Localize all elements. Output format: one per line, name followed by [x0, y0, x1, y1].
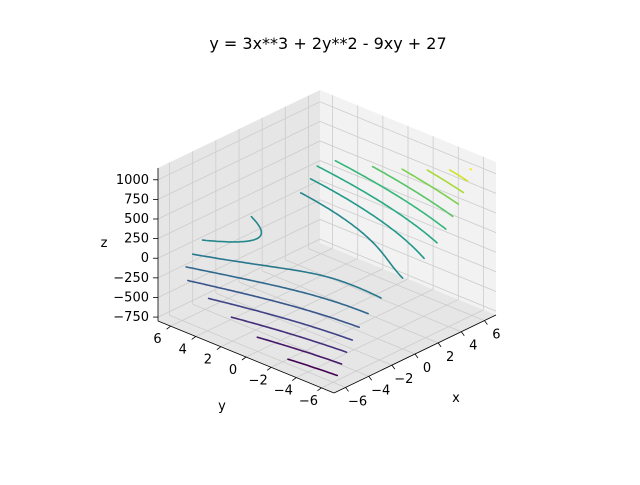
- z-tick-label: 1000: [116, 173, 149, 188]
- contour-level-line: [287, 358, 339, 377]
- contour-level-line: [371, 165, 454, 218]
- y-tick-mark: [241, 356, 247, 361]
- z-tick-label: −250: [113, 271, 149, 286]
- y-tick-mark: [166, 325, 171, 330]
- y-tick-label: 2: [204, 353, 212, 368]
- contour-level-line: [448, 169, 469, 182]
- x-tick-label: 4: [469, 339, 477, 354]
- x-tick-mark: [391, 364, 396, 370]
- y-tick-mark: [216, 346, 222, 351]
- contour-level-line: [469, 168, 473, 171]
- x-tick-mark: [414, 353, 419, 359]
- grid-line-y: [195, 258, 358, 337]
- z-tick-label: −750: [113, 310, 149, 325]
- x-tick-label: 0: [423, 361, 431, 376]
- y-tick-label: −4: [274, 384, 293, 399]
- contour-level-line: [230, 316, 348, 353]
- y-tick-label: −6: [299, 394, 318, 409]
- x-tick-mark: [368, 376, 373, 381]
- x-tick-label: 2: [446, 350, 454, 365]
- contour-level-line: [192, 253, 382, 299]
- z-axis-label: z: [101, 236, 108, 251]
- x-tick-mark: [437, 342, 442, 348]
- x-tick-mark: [345, 387, 349, 392]
- z-tick-label: −500: [113, 290, 149, 305]
- grid-line-y: [321, 309, 484, 389]
- contour-level-line: [309, 178, 425, 260]
- z-tick-label: 250: [124, 232, 149, 247]
- grid-line-z: [157, 238, 497, 318]
- tick-labels: −6−4−20246−6−4−20246−750−500−25002505007…: [113, 173, 500, 410]
- x-tick-mark: [484, 320, 488, 325]
- y-tick-mark: [292, 377, 297, 381]
- contour-level-line: [185, 266, 369, 315]
- y-tick-mark: [191, 336, 196, 340]
- contour-level-line: [316, 165, 438, 244]
- y-tick-label: 0: [229, 363, 237, 378]
- y-tick-mark: [266, 366, 272, 371]
- y-tick-label: 6: [153, 332, 161, 347]
- grid-line-z: [157, 199, 497, 279]
- z-tick-label: 750: [124, 192, 149, 207]
- grid-line-z: [157, 160, 497, 239]
- grid-line-z: [157, 179, 497, 259]
- y-tick-label: −2: [249, 373, 268, 388]
- contour-level-line: [207, 297, 354, 341]
- grid-line-z: [157, 120, 497, 200]
- grid-line-y: [245, 278, 409, 358]
- grid-line-y: [296, 299, 459, 378]
- grid-line-y: [220, 268, 384, 348]
- axis-panes: [158, 90, 496, 393]
- grid-line-y: [270, 288, 434, 368]
- contour-level-line: [256, 336, 343, 365]
- grid-line-z: [157, 140, 497, 220]
- chart-title: y = 3x**3 + 2y**2 - 9xy + 27: [209, 34, 446, 53]
- x-tick-label: −6: [348, 394, 367, 409]
- x-tick-label: −4: [371, 383, 390, 398]
- x-tick-label: 6: [492, 328, 500, 343]
- contour-level-line: [401, 168, 460, 205]
- x-tick-mark: [460, 331, 465, 336]
- z-tick-label: 0: [141, 251, 149, 266]
- contour-level-line: [334, 159, 447, 230]
- z-tick-label: 500: [124, 212, 149, 227]
- contour-level-line: [426, 169, 465, 194]
- grid-line-y: [170, 247, 333, 327]
- y-tick-label: 4: [179, 342, 187, 357]
- x-tick-label: −2: [394, 372, 413, 387]
- contour-level-line: [187, 279, 360, 329]
- contour-lines: [185, 159, 473, 377]
- x-axis-label: x: [452, 391, 460, 406]
- grid-line-z: [157, 101, 497, 181]
- y-tick-mark: [317, 387, 322, 392]
- contour-level-line: [201, 192, 404, 279]
- y-axis-label: y: [218, 399, 226, 414]
